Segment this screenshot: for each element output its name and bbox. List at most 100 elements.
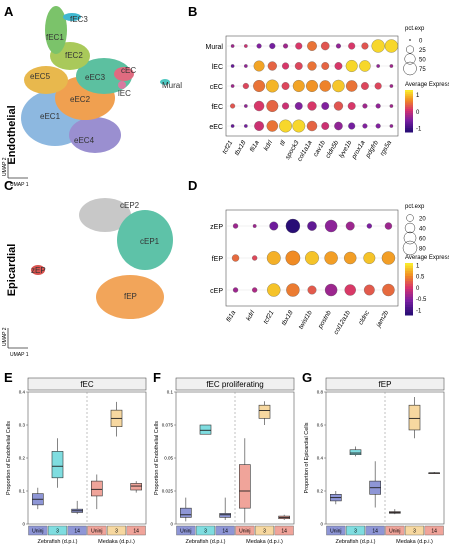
dotplot-b-dot <box>321 122 330 130</box>
dotplot-d-dot <box>286 283 300 297</box>
dotplot-d-dot <box>232 223 239 229</box>
boxplot-fec-proliferating: fEC proliferating 0 0.025 0.05 0.075 0.1 Propo… <box>154 377 295 545</box>
dotplot-b-dot <box>332 79 345 93</box>
dotplot-d-colorbar-segment <box>405 304 413 308</box>
boxplot-g-category-chip <box>326 525 346 536</box>
dotplot-d-dot <box>384 222 393 230</box>
boxplot-f-category-label: 14 <box>222 529 228 535</box>
boxplot-fep: fEP 0 0.2 0.4 0.6 0.8 Proportion of Epicardial… <box>304 377 445 545</box>
dotplot-d-gene-label: tcf21 <box>262 309 275 325</box>
boxplot-g-box <box>408 404 421 431</box>
boxplot-f-category-chip <box>235 525 255 536</box>
dotplot-b-dot <box>307 41 317 51</box>
dotplot-d-colorbar-segment <box>405 289 413 293</box>
dotplot-d-dot <box>324 251 338 265</box>
dotplot-d-gene-label: twist1b <box>298 309 314 330</box>
dotplot-b-dot <box>307 61 317 71</box>
boxplot-g-group-label: Zebrafish (d.p.i.) <box>335 539 375 545</box>
boxplot-e-title-strip <box>27 377 147 391</box>
dotplot-b-dot <box>244 44 248 48</box>
cluster-label-eec5: eEC5 <box>30 72 51 81</box>
dotplot-b-dot <box>321 62 330 70</box>
dotplot-d-dot <box>266 251 281 265</box>
dotplot-b-dot <box>292 119 306 133</box>
dotplot-b-colorbar-segment <box>405 94 413 97</box>
boxplot-g-category-chip <box>365 525 385 536</box>
dotplot-d-colorbar-segment <box>405 291 413 295</box>
dotplot-b-dot <box>266 100 279 112</box>
dotplot-d-size-legend-dot <box>404 222 416 234</box>
boxplot-f-category-label: Uninj <box>239 529 250 535</box>
dotplot-b-dot <box>361 82 369 90</box>
cluster-blob-cep1 <box>117 210 173 270</box>
dotplot-d-colorbar-segment <box>405 296 413 300</box>
dotplot-b-size-legend-label: 0 <box>419 39 423 45</box>
umap-a-axis-y: UMAP 2 <box>2 157 8 176</box>
dotplot-b-dot <box>335 43 341 49</box>
dotplot-b-dot <box>230 124 235 128</box>
dotplot-b-size-legend-title: pct.exp <box>405 26 425 32</box>
boxplot-f-ytick-label: 0.025 <box>162 489 174 494</box>
cluster-label-cec: cEC <box>121 66 136 75</box>
boxplot-g-title: fEP <box>379 380 392 389</box>
boxplot-g-category-label: Uninj <box>389 529 400 535</box>
cluster-label-eec1: eEC1 <box>40 112 61 121</box>
dotplot-b-dot <box>376 64 380 68</box>
dotplot-d-colorbar-segment <box>405 312 413 316</box>
boxplot-g-ytick-label: 0.8 <box>317 390 324 395</box>
dotplot-b-dot <box>334 121 343 131</box>
dotplot-d-size-legend-dot <box>406 214 414 222</box>
boxplot-f-box <box>180 507 192 518</box>
dotplot-b-dot <box>230 64 235 68</box>
dotplot-b-dot <box>375 103 381 109</box>
dotplot-b-dot <box>348 122 356 130</box>
boxplot-g-category-chip <box>385 525 405 536</box>
dotplot-d-gene-label: kdrl <box>245 309 257 322</box>
dotplot-b-gene-label: tbx18 <box>234 139 248 157</box>
dotplot-b-dot <box>230 84 235 88</box>
cluster-label-zep: zEP <box>31 266 46 275</box>
boxplot-e-category-label: 3 <box>56 529 59 535</box>
dotplot-d-colorbar-segment <box>405 302 413 306</box>
dotplot-b-dot <box>389 64 394 68</box>
cluster-blob-cep2 <box>79 198 131 232</box>
boxplot-g-category-label: 3 <box>413 529 416 535</box>
dotplot-d-dot <box>267 283 281 297</box>
dotplot-b-dot <box>362 103 368 109</box>
dotplot-b-size-legend-dot <box>408 38 412 42</box>
dotplot-d-dot <box>305 251 319 265</box>
dotplot-b-row-label: eEC <box>209 124 223 131</box>
dotplot-b-dot <box>348 42 356 50</box>
cluster-blob-mural <box>160 79 170 85</box>
dotplot-b-colorbar-segment <box>405 111 413 114</box>
boxplot-f-ytick-label: 0.1 <box>167 390 174 395</box>
umap-epicardial: Epicardial cEP2 cEP1 fEP zEP UMAP 1 UMAP… <box>2 198 173 358</box>
dotplot-b-color-legend-tick: 0 <box>416 110 420 116</box>
dotplot-b-dot <box>334 62 343 70</box>
dotplot-d-color-legend-tick: 1 <box>416 263 420 269</box>
boxplot-g-category-label: Uninj <box>330 529 341 535</box>
dotplot-d-dot <box>285 218 301 234</box>
dotplot-b-dot <box>389 104 394 108</box>
panel-letter-e: E <box>4 370 13 385</box>
dotplot-b-dot <box>321 102 330 110</box>
boxplot-g-category-chip <box>424 525 444 536</box>
dotplot-d-dot <box>363 284 375 296</box>
dotplot-b-dot <box>362 123 368 129</box>
dotplot-d-colorbar-segment <box>405 270 413 274</box>
dotplot-b-dot <box>292 80 305 92</box>
dotplot-d-color-legend-tick: 0 <box>416 286 420 292</box>
boxplot-e-category-label: Uninj <box>32 529 43 535</box>
boxplot-f-box <box>219 513 231 518</box>
dotplot-d-dot <box>366 223 372 229</box>
cluster-label-lec: lEC <box>118 89 131 98</box>
dotplot-d-color-legend-tick: -1 <box>416 308 422 314</box>
boxplot-e-category-label: 3 <box>115 529 118 535</box>
dotplot-b-color-legend-tick: -1 <box>416 127 422 133</box>
dotplot-d-row-label: zEP <box>210 224 223 231</box>
dotplot-d-colorbar-segment <box>405 307 413 311</box>
boxplot-e-category-chip <box>67 525 87 536</box>
boxplot-e-ytick-label: 0.4 <box>19 390 26 395</box>
dotplot-b-dot <box>345 60 358 72</box>
boxplot-f-category-label: Uninj <box>180 529 191 535</box>
